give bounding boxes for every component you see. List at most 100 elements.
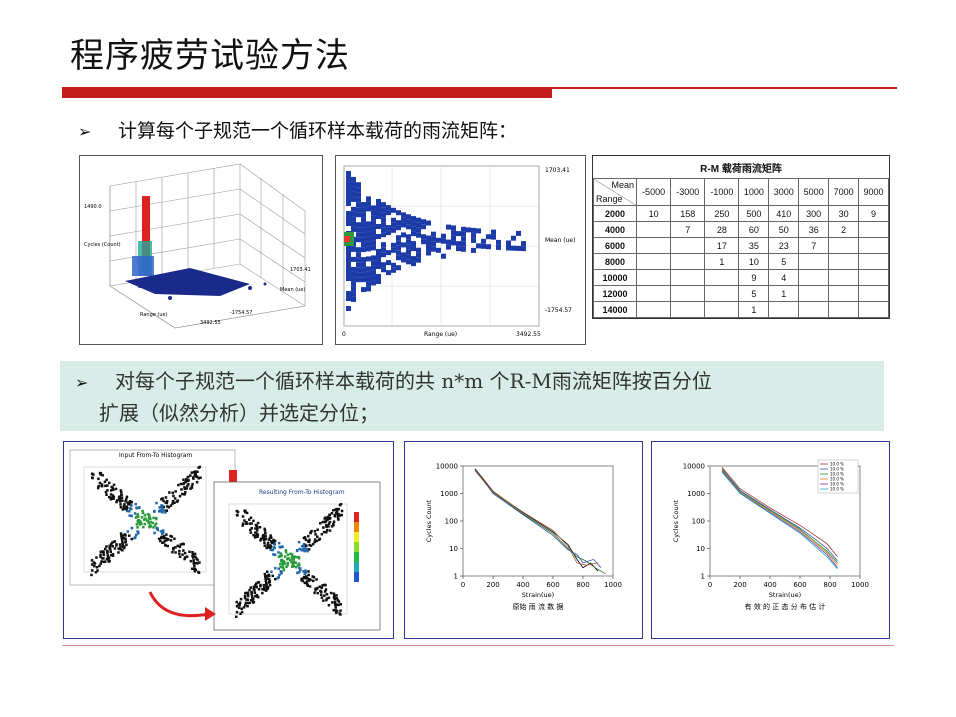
table-row: 10000 9 4 [593, 269, 889, 286]
hist-cell [316, 535, 319, 538]
hist-cell [91, 569, 94, 572]
hist-cell [110, 553, 113, 557]
table-cell [798, 269, 830, 286]
series-line [474, 470, 606, 575]
hist-cell [119, 500, 122, 503]
hist-cell [158, 509, 161, 513]
heat-cell [376, 204, 381, 209]
hist-cell [166, 544, 169, 548]
heat-cell [471, 247, 476, 253]
legend [817, 459, 859, 494]
hist-cell [130, 500, 133, 504]
hist-cell [174, 490, 177, 493]
table-cell: 7 [798, 237, 830, 254]
hist-cell [192, 559, 195, 562]
heat-cell [491, 229, 496, 235]
hist-cell [307, 578, 311, 581]
hist-cell [162, 531, 165, 534]
hist-cell [119, 489, 123, 492]
y-tick-label: 10000 [436, 463, 458, 471]
hist-cell [111, 554, 115, 557]
hist-cell [334, 610, 338, 613]
heat-cell [396, 250, 401, 256]
hist-cell [265, 584, 268, 587]
hist-cell [134, 533, 138, 537]
hist-cell [102, 560, 106, 564]
heat-cell [346, 306, 351, 311]
heat-cell [351, 191, 356, 197]
heat-cell [346, 256, 351, 261]
hist-cell [291, 554, 294, 557]
heat-cell [371, 220, 376, 226]
hist-cell [269, 545, 273, 548]
hist-cell [187, 483, 190, 486]
hist-cell [120, 496, 124, 499]
hist-cell [285, 565, 288, 568]
hist-cell [339, 609, 342, 612]
heat-cell [371, 240, 376, 246]
table-cell: 1 [738, 301, 770, 318]
table-cell: 2 [828, 221, 860, 238]
heat-cell [346, 181, 351, 186]
heat-cell [406, 214, 411, 220]
x-tick-label: 1000 [851, 581, 869, 589]
heat-cell [411, 226, 416, 232]
hist-cell [108, 481, 111, 485]
hist-cell [245, 598, 248, 601]
hist-cell [184, 480, 187, 484]
hist-cell [162, 541, 165, 544]
hist-cell [100, 557, 104, 560]
hist-cell [250, 522, 253, 525]
mean-header: -3000 [670, 178, 706, 206]
hist-cell [105, 545, 108, 548]
hist-cell [303, 536, 307, 539]
hist-cell [99, 555, 102, 558]
heat-cell [451, 235, 456, 241]
heat-cell [351, 186, 356, 192]
hist-cell [338, 503, 342, 507]
mean-header: 5000 [798, 178, 830, 206]
hist-cell [246, 592, 250, 596]
heat-cell [491, 234, 496, 240]
heat-cell [346, 251, 351, 256]
heat-cell [436, 247, 441, 253]
heat-cell [401, 232, 406, 238]
hist-cell [339, 603, 342, 606]
hist-cell [100, 484, 103, 488]
hist-cell [303, 572, 306, 576]
hist-cell [195, 557, 198, 560]
table-row: 8000 1 10 5 [593, 253, 889, 270]
hist-cell [249, 586, 252, 589]
hist-cell [118, 498, 121, 501]
hist-cell [319, 593, 323, 596]
hist-cell [265, 586, 269, 589]
hist-cell [298, 547, 301, 551]
hist-cell [178, 555, 182, 558]
hist-cell [251, 596, 254, 600]
heat-cell [471, 237, 476, 243]
heat-cell [401, 252, 406, 258]
table-cell [704, 285, 740, 302]
hist-cell [266, 577, 270, 580]
hist-cell [294, 561, 297, 564]
hist-cell [108, 544, 112, 548]
hist-cell [189, 559, 193, 563]
hist-cell [147, 521, 150, 525]
3d-axis-label: Mean (ue) [280, 287, 305, 293]
heat-cell [461, 236, 466, 242]
hist-cell [166, 499, 169, 503]
hist-cell [265, 581, 268, 585]
hist-cell [325, 593, 329, 596]
hist-cell [149, 520, 153, 524]
hist-cell [140, 522, 143, 526]
hist-cell [179, 543, 183, 546]
hist-cell [90, 573, 93, 577]
hist-cell [280, 572, 283, 575]
hist-cell [185, 478, 188, 481]
heat-cell [361, 242, 366, 248]
hist-cell [265, 574, 268, 578]
table-cell: 9 [858, 205, 889, 222]
heat-cell [396, 235, 401, 241]
hist-cell [192, 556, 195, 559]
hist-cell [91, 563, 94, 566]
